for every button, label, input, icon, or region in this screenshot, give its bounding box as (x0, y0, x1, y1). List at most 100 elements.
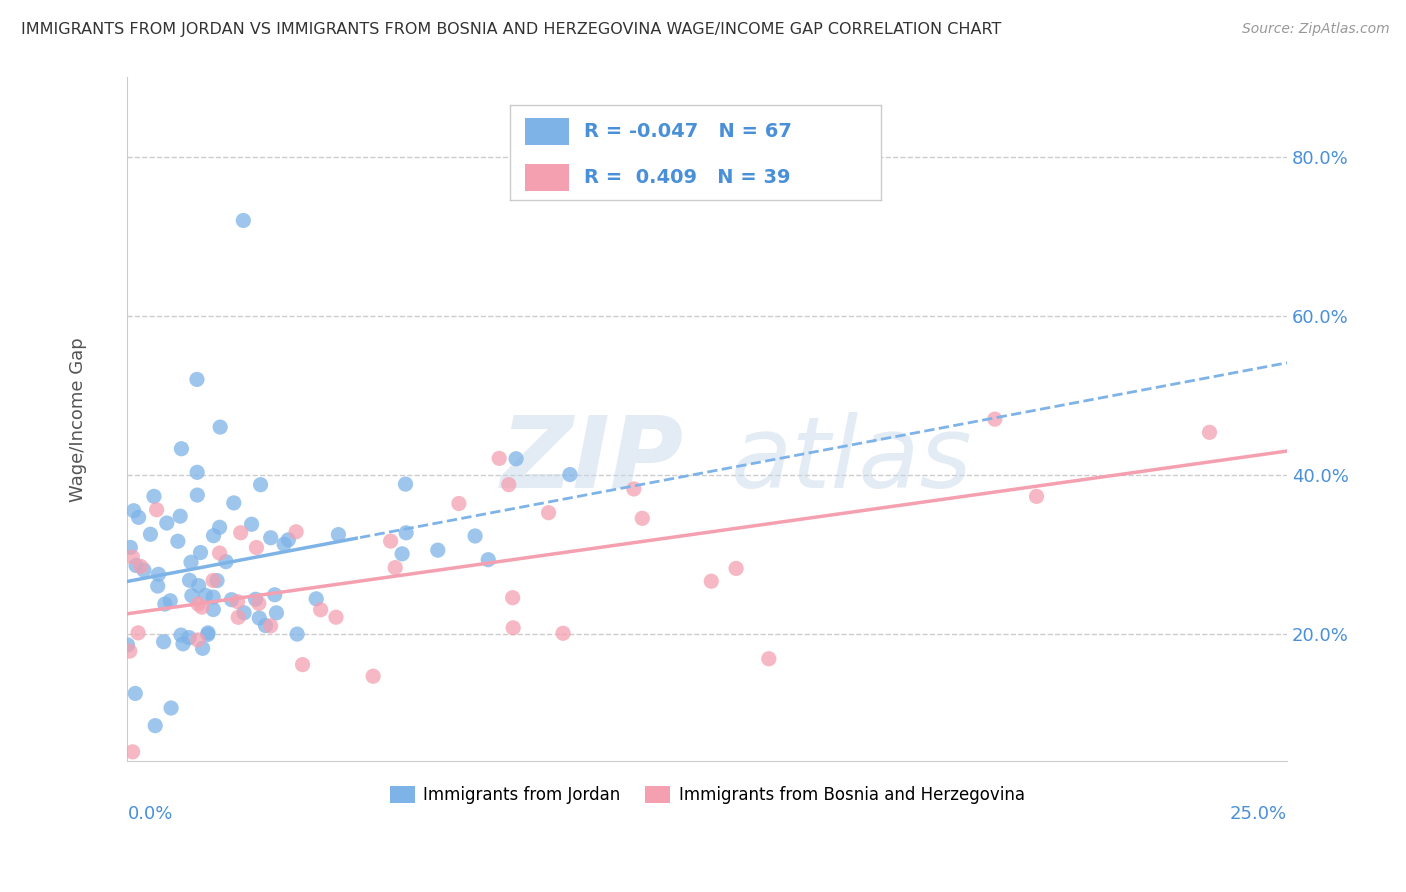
Point (222, 496, 245, 510)
Point (208, 546, 231, 560)
Point (1025, 489, 1047, 503)
Point (179, 574, 201, 588)
Point (190, 545, 212, 559)
Point (263, 588, 285, 602)
Point (254, 618, 277, 632)
Point (180, 555, 202, 569)
Point (186, 372, 208, 386)
Point (187, 632, 209, 647)
Point (464, 529, 486, 543)
Point (170, 628, 193, 642)
Point (725, 561, 748, 575)
Point (1198, 425, 1220, 440)
Point (266, 606, 288, 620)
Point (273, 537, 295, 551)
Point (380, 534, 402, 549)
Point (240, 517, 263, 532)
Point (129, 559, 152, 574)
Point (205, 574, 228, 588)
Point (202, 590, 225, 604)
Point (232, 213, 254, 227)
Point (477, 552, 499, 566)
Point (245, 541, 267, 555)
Point (700, 574, 723, 589)
Text: 25.0%: 25.0% (1230, 805, 1286, 823)
Point (259, 619, 281, 633)
Point (285, 524, 308, 539)
Point (328, 527, 350, 541)
Point (153, 597, 176, 611)
Point (120, 541, 142, 555)
Text: Wage/Income Gap: Wage/Income Gap (69, 337, 87, 501)
Text: ZIP: ZIP (501, 411, 685, 508)
Point (125, 558, 148, 573)
Point (221, 592, 243, 607)
Point (202, 602, 225, 616)
Point (249, 477, 271, 491)
Text: Source: ZipAtlas.com: Source: ZipAtlas.com (1241, 22, 1389, 37)
Point (170, 442, 193, 456)
Point (191, 641, 214, 656)
Point (121, 549, 143, 564)
Point (186, 488, 208, 502)
Point (226, 594, 249, 608)
Point (197, 627, 219, 641)
Point (502, 591, 524, 605)
Point (558, 467, 581, 482)
Point (551, 626, 574, 640)
Point (167, 534, 190, 549)
Point (145, 502, 167, 516)
Point (121, 745, 143, 759)
Point (197, 626, 219, 640)
Text: atlas: atlas (731, 411, 972, 508)
Point (984, 412, 1007, 426)
Point (187, 597, 209, 611)
Point (146, 579, 169, 593)
Point (186, 466, 208, 480)
Point (117, 638, 139, 652)
Point (159, 594, 181, 608)
Point (187, 579, 209, 593)
Point (247, 611, 270, 625)
Point (226, 610, 249, 624)
Point (285, 627, 308, 641)
Point (758, 652, 780, 666)
Point (229, 525, 252, 540)
Point (277, 533, 299, 547)
Point (245, 592, 267, 607)
Point (447, 496, 470, 510)
Point (202, 574, 225, 588)
Point (148, 567, 170, 582)
Point (152, 634, 174, 648)
Point (233, 606, 256, 620)
Point (132, 563, 155, 577)
Point (502, 621, 524, 635)
Point (498, 477, 520, 491)
Point (194, 589, 217, 603)
Point (537, 506, 560, 520)
Point (305, 591, 328, 606)
Point (179, 631, 201, 645)
Text: 0.0%: 0.0% (128, 805, 173, 823)
Point (623, 482, 645, 496)
Point (156, 516, 179, 530)
Text: IMMIGRANTS FROM JORDAN VS IMMIGRANTS FROM BOSNIA AND HERZEGOVINA WAGE/INCOME GAP: IMMIGRANTS FROM JORDAN VS IMMIGRANTS FRO… (21, 22, 1001, 37)
Point (172, 637, 194, 651)
Point (325, 610, 347, 624)
Point (291, 657, 314, 672)
Point (391, 547, 413, 561)
Point (160, 701, 183, 715)
Point (488, 451, 510, 466)
Point (395, 525, 418, 540)
Point (143, 719, 166, 733)
Point (143, 489, 166, 503)
Point (128, 510, 150, 524)
Point (361, 669, 384, 683)
Point (247, 596, 270, 610)
Point (191, 600, 214, 615)
Point (215, 555, 238, 569)
Point (124, 686, 146, 700)
Point (202, 529, 225, 543)
Point (260, 531, 283, 545)
Point (209, 420, 232, 434)
